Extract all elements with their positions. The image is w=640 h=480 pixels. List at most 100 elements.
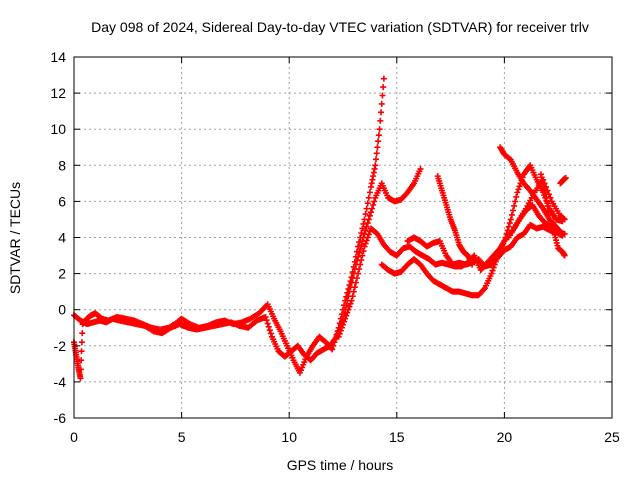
y-tick-label: 14 <box>50 49 66 65</box>
data-point <box>351 284 358 291</box>
data-point <box>364 234 371 241</box>
data-series-1 <box>71 165 424 364</box>
data-point <box>366 189 373 196</box>
data-series-3 <box>378 162 566 299</box>
data-point <box>356 239 363 246</box>
data-point <box>347 300 354 307</box>
data-point <box>359 225 366 232</box>
data-point <box>511 202 518 209</box>
data-point <box>348 274 355 281</box>
data-point <box>263 317 270 324</box>
data-point <box>341 318 348 325</box>
data-point <box>379 92 386 99</box>
x-tick-label: 15 <box>389 429 405 445</box>
data-point <box>358 257 365 264</box>
data-point <box>504 227 511 234</box>
data-point <box>374 144 381 151</box>
data-point <box>378 109 385 116</box>
data-point <box>547 194 554 201</box>
data-point <box>344 309 351 316</box>
data-point <box>343 302 350 309</box>
x-axis-label: GPS time / hours <box>287 457 394 473</box>
data-point <box>507 216 514 223</box>
data-point <box>338 324 345 331</box>
data-point <box>363 223 370 230</box>
data-point <box>365 231 372 238</box>
data-point <box>508 211 515 218</box>
data-point <box>355 253 362 260</box>
data-point <box>267 330 274 337</box>
y-tick-label: 10 <box>50 121 66 137</box>
data-point <box>559 230 566 237</box>
data-point <box>364 220 371 227</box>
y-axis-label: SDTVAR / TECUs <box>7 182 23 294</box>
data-point <box>78 348 85 355</box>
data-point <box>77 375 84 382</box>
data-point <box>77 366 84 373</box>
data-point <box>370 202 377 209</box>
data-series-9 <box>557 174 569 187</box>
x-tick-label: 5 <box>178 429 186 445</box>
data-point <box>561 252 568 259</box>
data-point <box>561 216 568 223</box>
axis-ticks: 0 5 10 15 20 25 -6 -4 -2 0 2 4 6 8 10 12 14 <box>50 49 620 445</box>
data-point <box>503 230 510 237</box>
data-point <box>355 270 362 277</box>
data-point <box>352 279 359 286</box>
data-point <box>372 156 379 163</box>
y-tick-label: 0 <box>58 302 66 318</box>
x-tick-label: 20 <box>497 429 513 445</box>
data-points <box>71 75 569 382</box>
data-point <box>506 220 513 227</box>
data-point <box>342 315 349 322</box>
y-tick-label: 4 <box>58 230 66 246</box>
data-series-8 <box>537 171 568 259</box>
data-point <box>373 150 380 157</box>
data-point <box>562 174 569 181</box>
data-point <box>488 270 495 277</box>
data-point <box>79 330 86 337</box>
data-point <box>372 162 379 169</box>
data-point <box>366 212 373 219</box>
data-point <box>506 155 513 162</box>
data-point <box>375 132 382 139</box>
y-tick-label: 12 <box>50 85 66 101</box>
data-point <box>360 220 367 227</box>
x-tick-label: 0 <box>70 429 78 445</box>
data-point <box>377 117 384 124</box>
data-point <box>343 312 350 319</box>
data-point <box>362 240 369 247</box>
y-tick-label: -6 <box>54 410 67 426</box>
data-point <box>361 243 368 250</box>
data-point <box>363 237 370 244</box>
data-point <box>335 333 342 340</box>
data-point <box>78 339 85 346</box>
data-point <box>512 198 519 205</box>
data-point <box>515 186 522 193</box>
data-point <box>501 238 508 245</box>
data-point <box>348 297 355 304</box>
x-tick-label: 10 <box>281 429 297 445</box>
data-point <box>375 138 382 145</box>
data-point <box>340 321 346 328</box>
data-point <box>349 293 356 300</box>
chart-title: Day 098 of 2024, Sidereal Day-to-day VTE… <box>91 19 589 35</box>
data-point <box>358 229 365 236</box>
y-tick-label: 2 <box>58 266 66 282</box>
data-point <box>346 303 353 310</box>
data-point <box>362 227 369 234</box>
data-point <box>356 249 363 256</box>
y-tick-label: 8 <box>58 157 66 173</box>
x-tick-label: 25 <box>604 429 620 445</box>
y-tick-label: -4 <box>54 374 67 390</box>
data-point <box>365 194 372 201</box>
data-point <box>350 288 357 295</box>
data-point <box>360 248 367 255</box>
data-point <box>265 323 272 330</box>
data-point <box>359 252 366 259</box>
data-point <box>78 357 85 364</box>
grid-lines <box>74 57 612 418</box>
data-series-4 <box>404 221 566 270</box>
y-tick-label: 6 <box>58 193 66 209</box>
